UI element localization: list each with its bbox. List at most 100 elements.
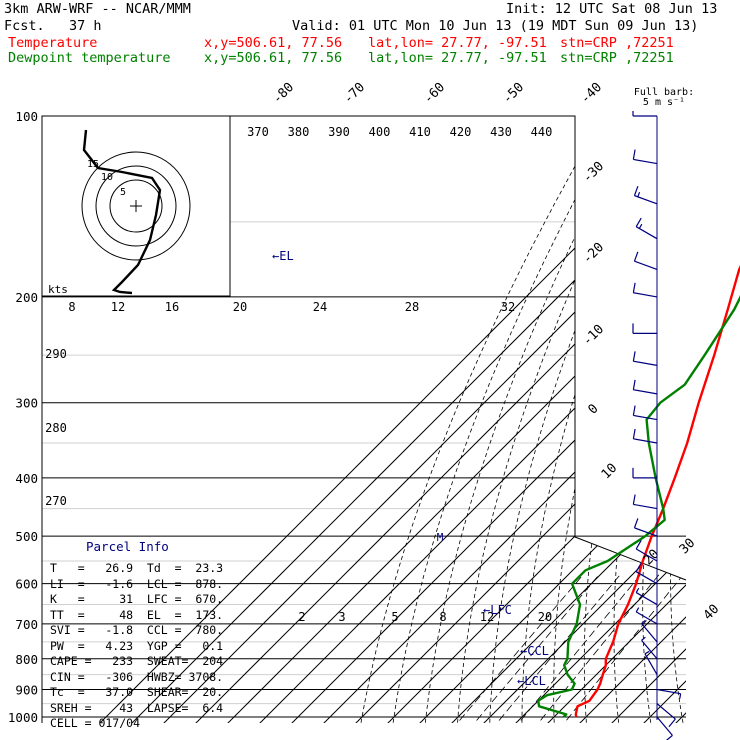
isotherm-50 <box>636 116 686 723</box>
wind-barb-650 <box>635 587 658 606</box>
parcel-label-lfc: ←LFC <box>483 603 512 617</box>
pressure-label-300: 300 <box>15 396 38 411</box>
wind-barb-320 <box>632 405 658 421</box>
wind-barb-850 <box>644 650 658 675</box>
mixing-ratio-label-20: 20 <box>538 610 552 624</box>
mixing-ratio-label-12: 12 <box>480 610 494 624</box>
wind-barb-feather <box>665 734 673 740</box>
wind-barb-feather <box>679 693 682 699</box>
dewpoint-profile <box>537 294 740 718</box>
wind-barb-230 <box>632 323 657 334</box>
wind-barb-staff <box>633 503 658 510</box>
theta-label-440: 440 <box>531 125 553 139</box>
speed-label-28: 28 <box>405 300 419 314</box>
wind-barb-400 <box>632 467 657 479</box>
wind-barb-feather <box>668 718 676 728</box>
mixing-ratio-20 <box>558 574 684 723</box>
parcel-info-row: SREH = 43 LAPSE= 6.4 <box>50 700 224 715</box>
mixing-ratio-label-2: 2 <box>298 610 305 624</box>
latlon-readout-dew: lat,lon= 27.77, -97.51 <box>368 50 547 66</box>
wind-barb-feather <box>638 223 643 229</box>
wind-barb-900 <box>656 688 682 699</box>
hodograph-ring-15 <box>81 151 191 261</box>
wind-barb-feather <box>635 562 642 572</box>
dry-adiabat-80 <box>724 116 740 730</box>
hodograph-trace <box>82 129 162 295</box>
mixing-ratio-label-5: 5 <box>391 610 398 624</box>
dry-adiabat--40 <box>359 116 604 723</box>
wind-barb-200 <box>632 282 658 298</box>
temperature-profile <box>574 264 740 718</box>
parcel-info-row: SVI = -1.8 CCL = 780. <box>50 623 224 637</box>
wind-barb-feather <box>635 217 642 227</box>
init-time: Init: 12 UTC Sat 08 Jun 13 <box>506 1 718 17</box>
speed-label-8: 8 <box>68 300 75 314</box>
mixing-ratio-label-8: 8 <box>439 610 446 624</box>
valid-time: Valid: 01 UTC Mon 10 Jun 13 (19 MDT Sun … <box>292 18 699 34</box>
isotherm--40 <box>348 116 686 723</box>
wind-barb-500 <box>633 518 658 537</box>
wind-barb-staff <box>633 292 658 298</box>
mixing-ratio-label-3: 3 <box>338 610 345 624</box>
wind-barb-450 <box>632 494 658 510</box>
isotherm-10 <box>508 116 686 723</box>
parcel-info-row: LI = -1.6 LCL = 878. <box>50 576 224 591</box>
parcel-info-row: PW = 4.23 YGP = 0.1 <box>50 638 224 653</box>
isotherm-label: -50 <box>500 80 527 107</box>
speed-label-24: 24 <box>313 300 327 314</box>
hodograph-ring-10 <box>95 165 177 247</box>
wind-barb-staff <box>656 716 673 736</box>
wind-barb-950 <box>656 703 676 728</box>
parcel-info-row: CIN = -306 HWBZ= 3708. <box>50 669 224 684</box>
wind-barb-feather <box>635 587 640 593</box>
dry-adiabat-40 <box>613 116 686 723</box>
pressure-label-200: 200 <box>15 290 38 305</box>
dry-adiabat-label-290: 290 <box>45 347 67 361</box>
moist-marker: M <box>437 531 444 544</box>
dry-adiabat-10 <box>521 116 686 723</box>
speed-label-12: 12 <box>111 300 125 314</box>
theta-label-420: 420 <box>450 125 472 139</box>
wind-barb-feather <box>637 191 641 198</box>
pressure-label-900: 900 <box>15 682 38 697</box>
wind-barb-290 <box>632 379 658 395</box>
wind-barb-feather <box>633 186 639 196</box>
wind-barb-700 <box>635 607 658 625</box>
wind-barb-staff <box>656 703 676 720</box>
wind-barb-160 <box>635 217 658 240</box>
xy-readout-temp: x,y=506.61, 77.56 <box>204 35 343 51</box>
wind-barb-feather <box>632 149 636 160</box>
dry-adiabat-20 <box>553 116 686 723</box>
theta-label-400: 400 <box>369 125 391 139</box>
parcel-label-el: ←EL <box>272 249 294 263</box>
wind-barb-feather <box>632 494 636 505</box>
wind-barb-120 <box>632 149 658 165</box>
wind-barb-feather <box>632 282 636 293</box>
wind-barb-1000 <box>656 716 673 740</box>
isotherm-label: -40 <box>578 80 605 107</box>
isotherm-60 <box>668 116 686 723</box>
wind-barb-staff <box>635 548 658 562</box>
wind-barb-600 <box>635 562 658 585</box>
wind-barb-800 <box>641 636 658 660</box>
theta-label-430: 430 <box>490 125 512 139</box>
full-barb-units: 5 m s⁻¹ <box>643 97 685 108</box>
parcel-info-title: Parcel Info <box>86 539 169 554</box>
pressure-label-600: 600 <box>15 577 38 592</box>
parcel-info-row: Tc = 37.0 SHEAR= 20. <box>50 685 224 699</box>
hodograph-ring-label-5: 5 <box>120 187 126 198</box>
wind-barb-feather <box>633 251 639 262</box>
latlon-readout-temp: lat,lon= 27.77, -97.51 <box>368 35 547 51</box>
mixing-ratio-2 <box>451 574 584 723</box>
wind-barb-100 <box>632 111 657 117</box>
wind-barb-260 <box>632 351 658 366</box>
wind-barb-staff <box>635 611 658 625</box>
hodograph-ring-label-10: 10 <box>101 172 113 183</box>
isotherm-label: -80 <box>270 80 297 107</box>
dry-adiabat--30 <box>391 116 621 723</box>
wind-barb-feather <box>632 379 636 390</box>
wind-barb-staff <box>635 571 658 585</box>
speed-label-16: 16 <box>165 300 179 314</box>
wind-barb-350 <box>632 428 658 444</box>
